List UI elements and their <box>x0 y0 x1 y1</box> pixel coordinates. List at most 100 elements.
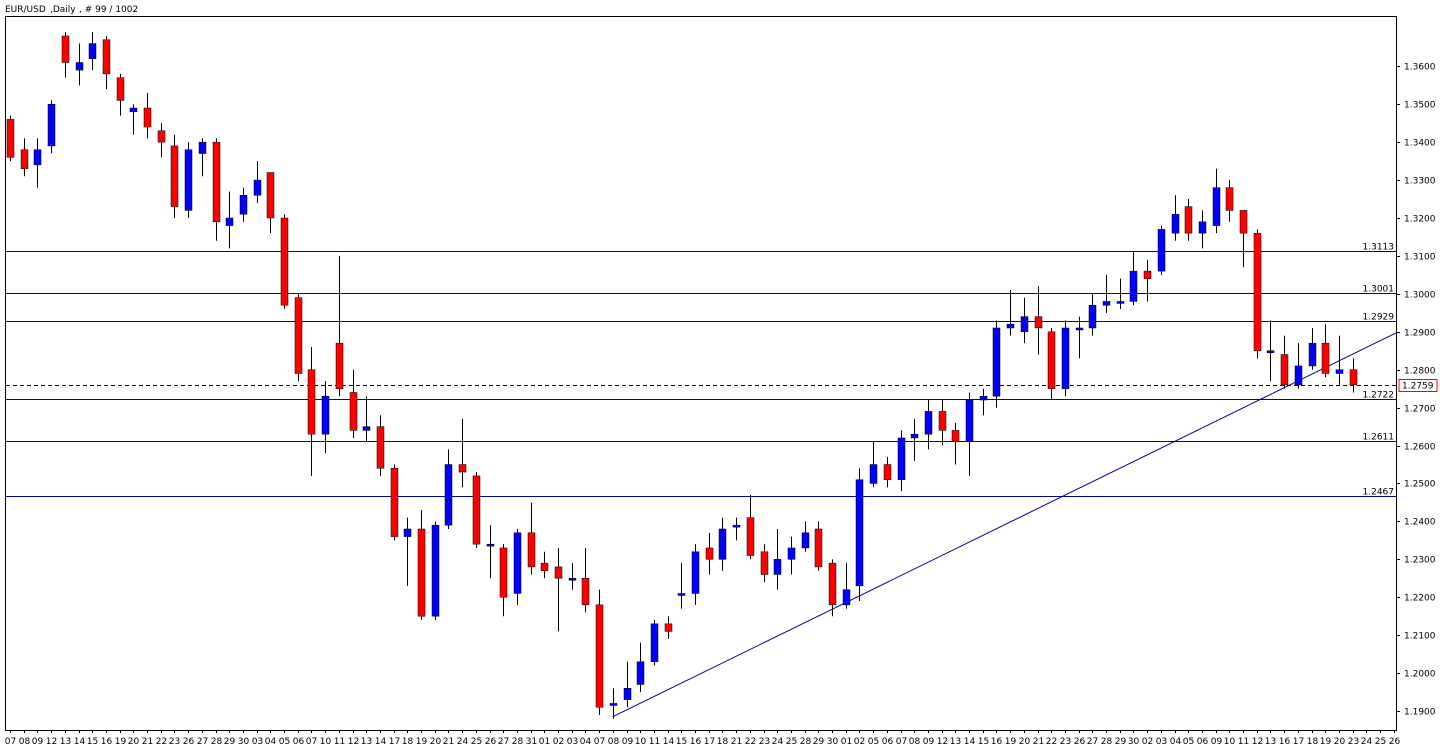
current-price-label: 1.2759 <box>1402 382 1434 392</box>
bullish-candle <box>253 179 262 196</box>
level-label: 1.2929 <box>1363 313 1395 323</box>
bullish-candle <box>1198 221 1207 234</box>
x-tick-label: 19 <box>1005 737 1017 747</box>
bearish-candle <box>307 369 316 435</box>
time-axis: 07 08 09 12 13 14 15 16 19 20 21 22 23 26 27 28 29 30 03 04… <box>5 730 1401 747</box>
bearish-candle <box>335 342 344 389</box>
x-tick-label: 09 <box>622 737 634 747</box>
bullish-candle <box>924 411 933 435</box>
x-tick-label: 02 <box>553 737 564 747</box>
bearish-candle <box>157 130 166 143</box>
bearish-candle <box>1143 270 1152 279</box>
bullish-candle <box>1061 327 1070 389</box>
x-tick-label: 05 <box>279 737 290 747</box>
x-tick-label: 05 <box>868 737 879 747</box>
x-tick-label: 03 <box>567 737 578 747</box>
x-tick-label: 30 <box>238 737 250 747</box>
y-tick-label: 1.2800 <box>1404 367 1436 377</box>
x-tick-label: 26 <box>1389 737 1401 747</box>
bullish-candle <box>732 524 741 528</box>
bullish-candle <box>1006 323 1015 329</box>
bearish-candle <box>417 528 426 617</box>
bullish-candle <box>842 589 851 606</box>
x-tick-label: 28 <box>1101 737 1113 747</box>
x-tick-label: 18 <box>717 737 729 747</box>
x-tick-label: 02 <box>1142 737 1153 747</box>
x-tick-label: 14 <box>74 737 86 747</box>
y-tick-label: 1.2600 <box>1404 443 1436 453</box>
bullish-candle <box>1157 229 1166 272</box>
x-tick-label: 16 <box>101 737 113 747</box>
y-tick-label: 1.3200 <box>1404 215 1436 225</box>
x-tick-label: 09 <box>1211 737 1223 747</box>
bearish-candle <box>1239 210 1248 234</box>
bullish-candle <box>1102 301 1111 306</box>
x-tick-label: 07 <box>594 737 605 747</box>
y-tick-label: 1.2200 <box>1404 594 1436 604</box>
x-tick-label: 15 <box>87 737 98 747</box>
x-tick-label: 25 <box>471 737 482 747</box>
bullish-candle <box>718 528 727 560</box>
bearish-candle <box>1184 206 1193 234</box>
bearish-candle <box>1321 342 1330 374</box>
x-tick-label: 13 <box>950 737 961 747</box>
x-tick-label: 21 <box>1033 737 1044 747</box>
x-tick-label: 21 <box>443 737 454 747</box>
x-tick-label: 04 <box>1170 737 1182 747</box>
x-tick-label: 22 <box>1046 737 1057 747</box>
timeframe-label: ,Daily <box>50 5 76 15</box>
bullish-candle <box>801 532 810 549</box>
y-tick-label: 1.3500 <box>1404 101 1436 111</box>
x-tick-label: 28 <box>512 737 524 747</box>
bullish-candle <box>403 528 412 537</box>
x-tick-label: 04 <box>265 737 277 747</box>
x-tick-label: 01 <box>539 737 550 747</box>
x-tick-label: 03 <box>1156 737 1167 747</box>
bullish-candle <box>513 532 522 594</box>
x-tick-label: 15 <box>978 737 989 747</box>
x-tick-label: 11 <box>649 737 660 747</box>
level-label: 1.2467 <box>1363 488 1395 498</box>
bearish-candle <box>1253 232 1262 351</box>
bullish-candle <box>609 703 618 706</box>
x-tick-label: 20 <box>1334 737 1346 747</box>
x-tick-label: 12 <box>348 737 359 747</box>
bullish-candle <box>636 661 645 685</box>
x-tick-label: 22 <box>745 737 756 747</box>
bearish-candle <box>1047 331 1056 389</box>
x-tick-label: 23 <box>1060 737 1071 747</box>
bearish-candle <box>349 392 358 431</box>
y-tick-label: 1.3300 <box>1404 177 1436 187</box>
bearish-candle <box>102 39 111 75</box>
bullish-candle <box>239 195 248 215</box>
bullish-candle <box>1116 301 1125 304</box>
y-tick-label: 1.2300 <box>1404 556 1436 566</box>
y-tick-label: 1.3400 <box>1404 139 1436 149</box>
y-tick-label: 1.3100 <box>1404 253 1436 263</box>
price-axis: 1.3600 1.3500 1.3400 1.3300 1.3200 1.3100 1.30… <box>1396 63 1436 718</box>
bearish-candle <box>376 426 385 469</box>
bullish-candle <box>992 327 1001 397</box>
x-tick-label: 27 <box>1087 737 1098 747</box>
bearish-candle <box>1280 354 1289 386</box>
bullish-candle <box>787 547 796 560</box>
x-tick-label: 30 <box>827 737 839 747</box>
bullish-candle <box>897 437 906 480</box>
x-tick-label: 07 <box>306 737 317 747</box>
bullish-candle <box>198 141 207 154</box>
level-label: 1.3113 <box>1363 243 1395 253</box>
x-tick-label: 20 <box>430 737 442 747</box>
x-tick-label: 12 <box>1252 737 1263 747</box>
x-tick-label: 09 <box>923 737 935 747</box>
bullish-candle <box>623 688 632 700</box>
x-tick-label: 29 <box>224 737 236 747</box>
bearish-candle <box>472 475 481 545</box>
candles <box>6 32 1358 719</box>
x-tick-label: 08 <box>19 737 31 747</box>
y-tick-label: 1.2500 <box>1404 480 1436 490</box>
bearish-candle <box>581 578 590 606</box>
bullish-candle <box>1088 304 1097 329</box>
bullish-candle <box>431 524 440 617</box>
